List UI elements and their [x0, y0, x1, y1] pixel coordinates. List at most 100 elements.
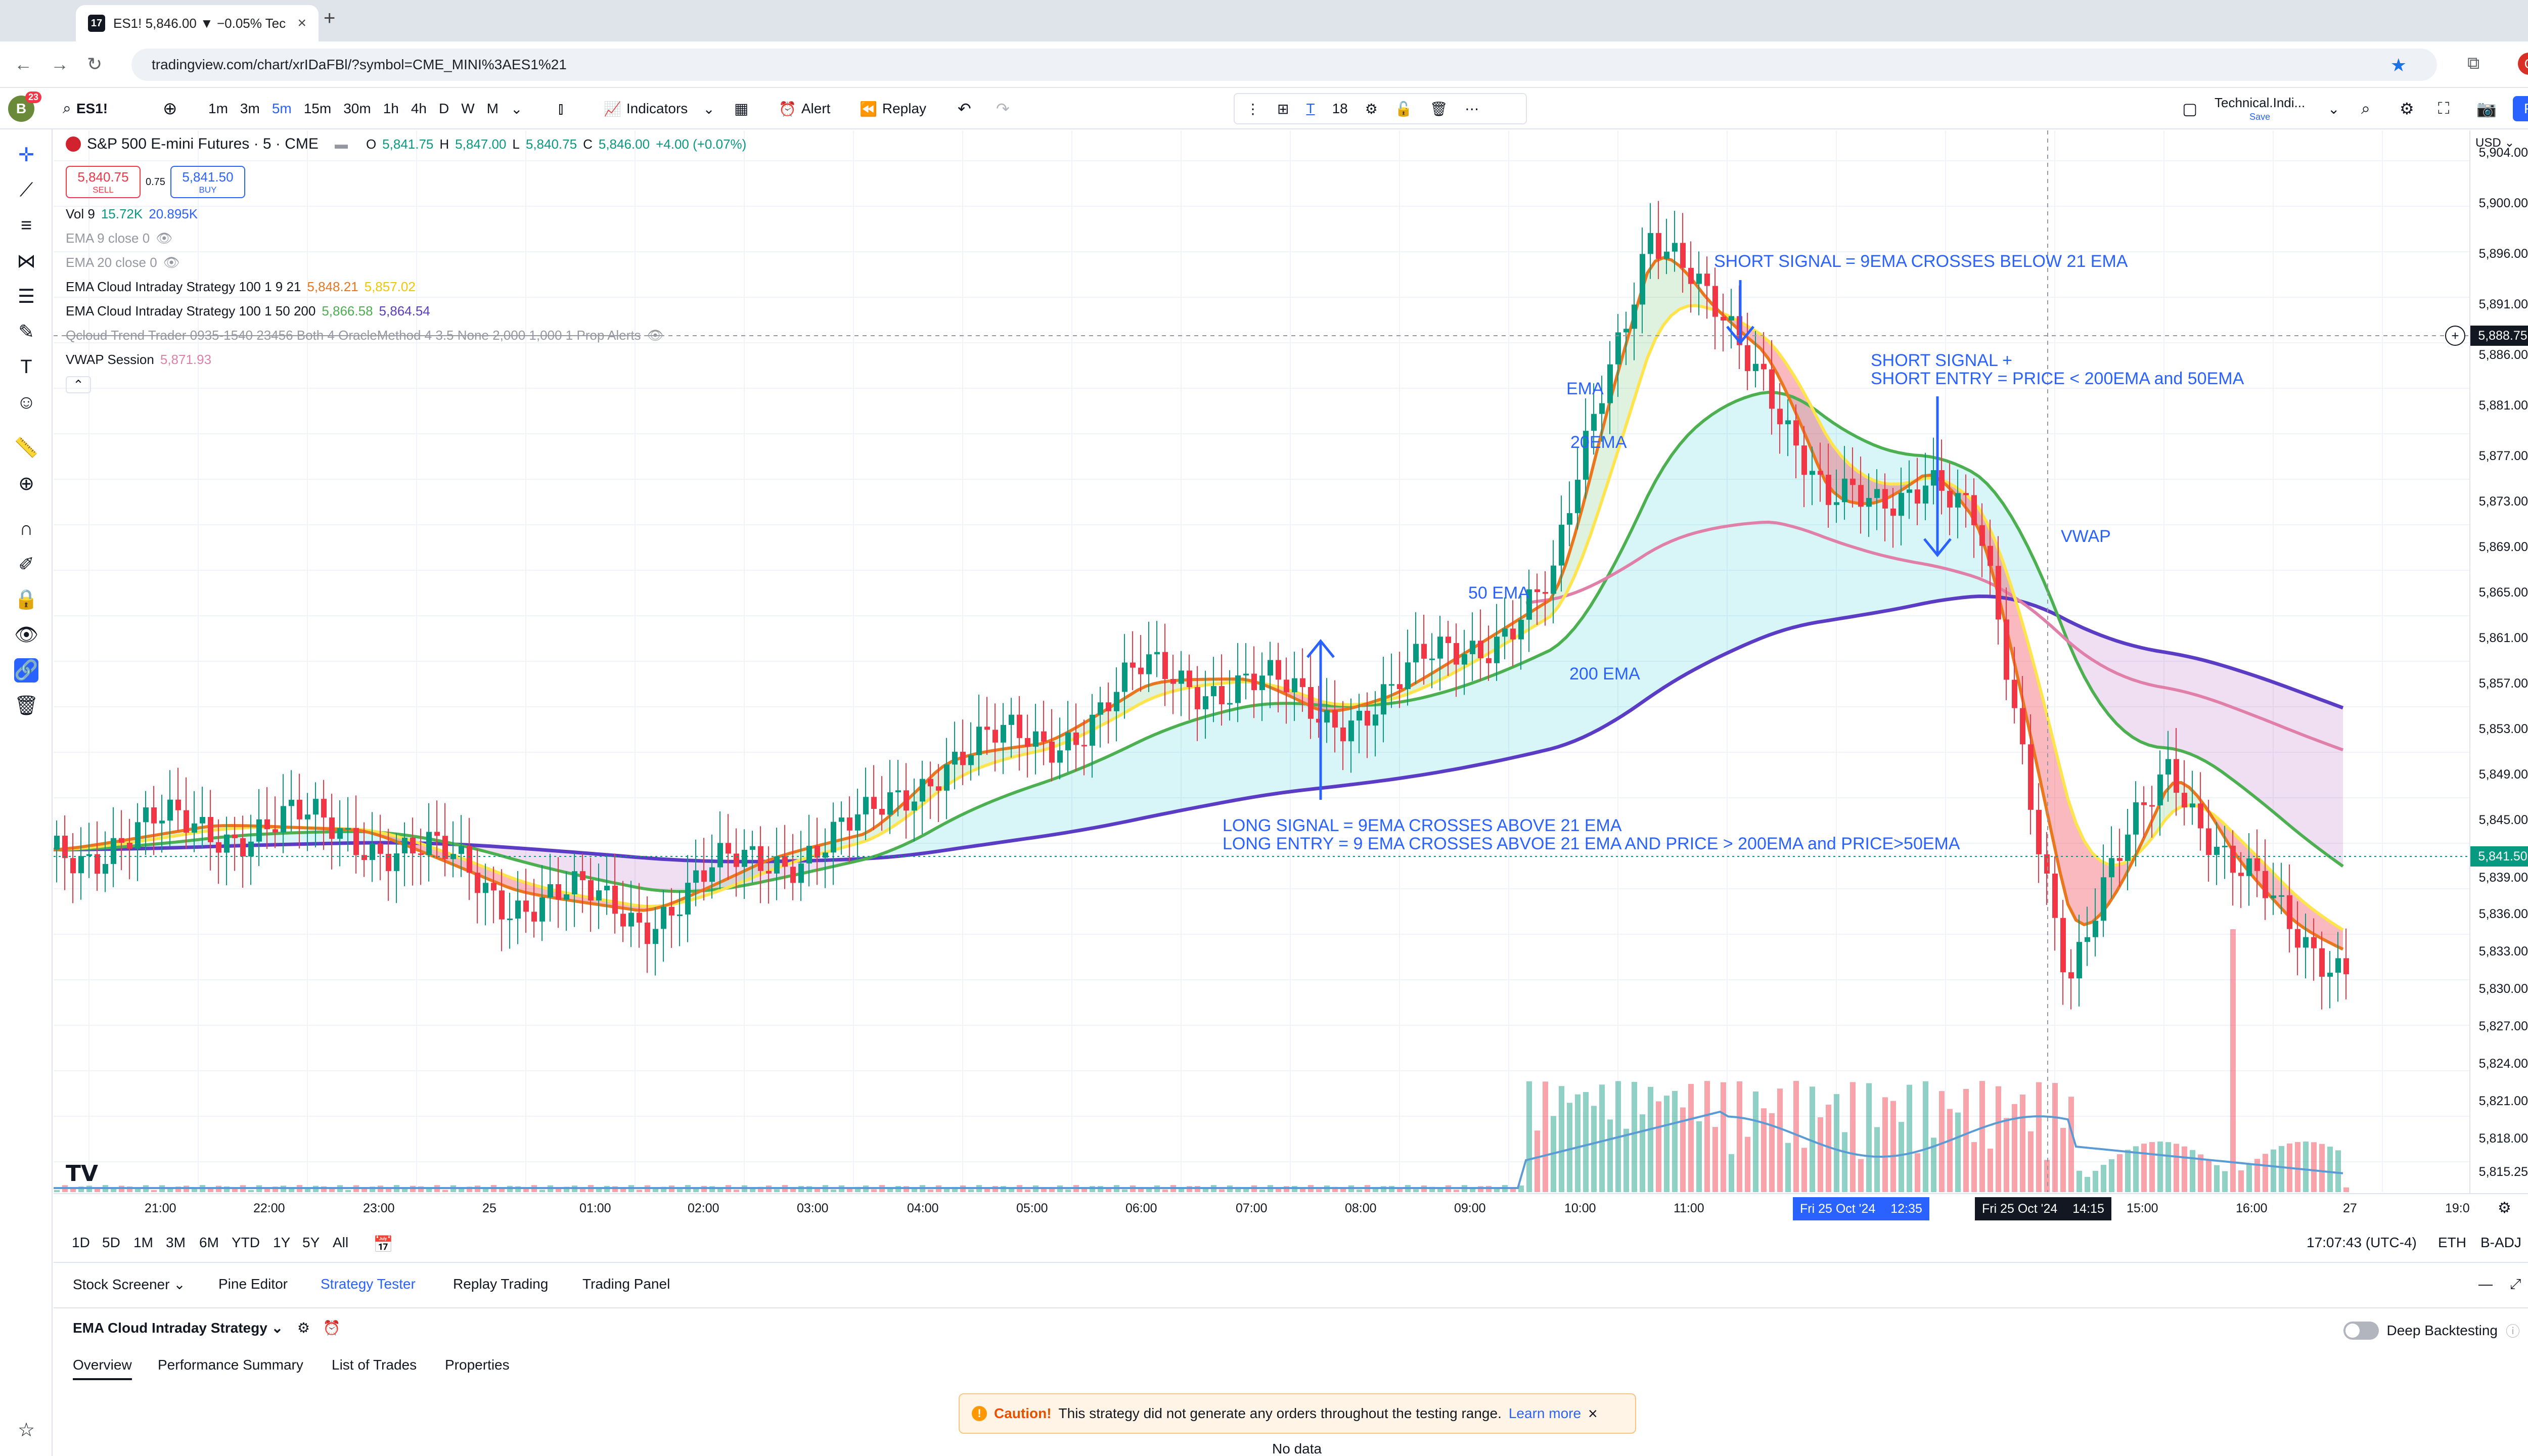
timeframe-15m[interactable]: 15m [303, 101, 332, 116]
chart-type-icon[interactable]: ⫾ [558, 99, 564, 117]
link-icon[interactable]: 🔗 [14, 658, 38, 682]
buy-button[interactable]: 5,841.50 BUY [170, 166, 245, 198]
session-toggle[interactable]: ETH [2438, 1235, 2466, 1250]
eye-icon[interactable]: 👁 [14, 624, 39, 646]
tradingview-logo[interactable]: 𝗧𝗩 [66, 1161, 99, 1186]
range-ytd[interactable]: YTD [232, 1235, 260, 1250]
zoom-in-icon[interactable]: ⊕ [18, 473, 34, 494]
lock-icon[interactable]: 🔒 [14, 589, 38, 610]
crosshair-icon[interactable]: ✛ [18, 144, 34, 166]
indicators-button[interactable]: 📈 Indicators ⌄ [604, 101, 715, 117]
adjustment-toggle[interactable]: B-ADJ [2480, 1235, 2521, 1250]
browser-tab[interactable]: 17 ES1! 5,846.00 ▼ −0.05% Tec × [76, 5, 319, 41]
vwap-label[interactable]: VWAP [2061, 527, 2111, 546]
font-size-value[interactable]: 18 [1332, 101, 1348, 116]
drag-handle-icon[interactable]: ⋮ [1246, 101, 1260, 117]
template-icon[interactable]: ⊞ [1277, 101, 1289, 117]
more-options-icon[interactable]: ⋯ [1465, 101, 1479, 117]
minimize-panel-icon[interactable]: — [2478, 1276, 2493, 1292]
strategy1-legend-row[interactable]: EMA Cloud Intraday Strategy 100 1 9 21 5… [66, 279, 416, 294]
vwap-legend-row[interactable]: VWAP Session 5,871.93 [66, 352, 212, 367]
ema50-label[interactable]: 50 EMA [1468, 583, 1529, 603]
timeframe-1m[interactable]: 1m [208, 101, 228, 116]
timeframe-1h[interactable]: 1h [383, 101, 399, 116]
fib-retracement-icon[interactable]: ≡ [20, 214, 32, 236]
timeframe-dropdown-icon[interactable]: ⌄ [510, 101, 523, 117]
strategy-settings-gear-icon[interactable]: ⚙ [297, 1320, 310, 1336]
learn-more-link[interactable]: Learn more [1508, 1405, 1582, 1421]
timeframe-30m[interactable]: 30m [343, 101, 371, 116]
go-to-date-calendar-icon[interactable]: 📅 [373, 1235, 393, 1253]
range-5d[interactable]: 5D [102, 1235, 120, 1250]
replay-button[interactable]: ⏪ Replay [860, 101, 927, 117]
clock-timezone[interactable]: 17:07:43 (UTC-4) [2307, 1235, 2417, 1250]
ema20-legend-row[interactable]: EMA 20 close 0 👁 [66, 255, 180, 270]
range-1y[interactable]: 1Y [273, 1235, 291, 1250]
tab-properties[interactable]: Properties [445, 1357, 510, 1373]
ruler-icon[interactable]: 📏 [14, 437, 38, 459]
close-icon[interactable]: × [1588, 1404, 1598, 1423]
tab-trading-panel[interactable]: Trading Panel [582, 1276, 670, 1292]
tab-performance-summary[interactable]: Performance Summary [158, 1357, 303, 1373]
strategy-selector[interactable]: EMA Cloud Intraday Strategy ⌄ ⚙ ⏰ [73, 1320, 341, 1336]
ema9-legend-row[interactable]: EMA 9 close 0 👁 [66, 231, 173, 246]
sell-button[interactable]: 5,840.75 SELL [66, 166, 141, 198]
help-icon[interactable]: ⓘ [2505, 1324, 2520, 1339]
timeframe-5m[interactable]: 5m [272, 101, 292, 116]
text-color-icon[interactable]: T [1306, 101, 1315, 116]
stay-in-drawing-icon[interactable]: ✐ [18, 554, 34, 575]
browser-profile-avatar[interactable]: C [2518, 53, 2528, 75]
collapse-icon[interactable]: ▬ [334, 136, 348, 152]
publish-button[interactable]: Publish [2513, 96, 2528, 121]
time-axis[interactable]: 21:00 22:00 23:00 25 01:00 02:00 03:00 04:00 05:… [54, 1193, 2528, 1223]
timeframe-d[interactable]: D [438, 101, 449, 116]
maximize-panel-icon[interactable]: ⤢ [2510, 1276, 2521, 1292]
pattern-icon[interactable]: ⋈ [17, 250, 36, 272]
short-signal-annotation[interactable]: SHORT SIGNAL = 9EMA CROSSES BELOW 21 EMA [1714, 252, 2128, 271]
layout-dropdown-icon[interactable]: ⌄ [2328, 101, 2340, 117]
range-1m[interactable]: 1M [133, 1235, 153, 1250]
range-all[interactable]: All [333, 1235, 349, 1250]
short-entry-annotation-line1[interactable]: SHORT SIGNAL + [1871, 351, 2012, 370]
emoji-icon[interactable]: ☺ [16, 391, 36, 413]
tab-stock-screener[interactable]: Stock Screener ⌄ [73, 1277, 186, 1292]
currency-selector[interactable]: USD ⌄ [2475, 136, 2515, 150]
strategy-alert-icon[interactable]: ⏰ [323, 1320, 341, 1336]
timeframe-4h[interactable]: 4h [411, 101, 427, 116]
lock-icon[interactable]: 🔓 [1394, 101, 1413, 117]
tab-overview[interactable]: Overview [73, 1357, 132, 1380]
quick-search-icon[interactable]: ⌕ [2361, 99, 2370, 117]
compare-symbol-icon[interactable]: ⊕ [163, 99, 177, 118]
price-scale[interactable]: USD ⌄ 5,904.00 5,900.00 5,896.00 5,891.00 5,… [2469, 130, 2528, 1215]
user-avatar[interactable]: B 23 [8, 88, 41, 129]
strategy2-legend-row[interactable]: EMA Cloud Intraday Strategy 100 1 50 200… [66, 303, 430, 318]
chart-canvas[interactable] [54, 130, 2469, 1215]
trend-line-icon[interactable]: ⟋ [19, 179, 33, 201]
add-alert-plus-icon[interactable]: + [2445, 326, 2465, 346]
tab-strategy-tester[interactable]: Strategy Tester [321, 1276, 416, 1292]
bookmark-star-icon[interactable]: ★ [2390, 55, 2407, 75]
forecasting-icon[interactable]: ☰ [17, 286, 35, 307]
settings-gear-icon[interactable]: ⚙ [2400, 100, 2414, 118]
collapse-legend-chevron-icon[interactable]: ⌃ [66, 376, 91, 393]
axis-settings-gear-icon[interactable]: ⚙ [2498, 1200, 2511, 1216]
fullscreen-icon[interactable]: ⛶ [2438, 99, 2450, 117]
text-tool-icon[interactable]: T [20, 356, 32, 378]
symbol-search[interactable]: ⌕ ES1! [63, 88, 108, 129]
alert-button[interactable]: ⏰ Alert [779, 101, 831, 117]
range-6m[interactable]: 6M [199, 1235, 219, 1250]
qcloud-legend-row[interactable]: Qcloud Trend Trader 0935-1540 23456 Both… [66, 328, 664, 343]
favorites-star-icon[interactable]: ☆ [17, 1419, 35, 1441]
forward-icon[interactable]: → [51, 54, 69, 74]
back-icon[interactable]: ← [14, 54, 32, 74]
redo-icon[interactable]: ↷ [996, 100, 1010, 118]
hidden-eye-icon[interactable]: 👁 [156, 231, 173, 246]
range-3m[interactable]: 3M [166, 1235, 186, 1250]
ema9-label[interactable]: EMA [1566, 379, 1604, 398]
short-entry-annotation-line2[interactable]: SHORT ENTRY = PRICE < 200EMA and 50EMA [1871, 369, 2244, 388]
magnet-icon[interactable]: ∩ [19, 518, 33, 539]
deep-backtesting-toggle[interactable] [2343, 1322, 2379, 1340]
ema20-label[interactable]: 20EMA [1570, 433, 1627, 452]
layout-name-button[interactable]: Technical.Indi... Save [2215, 95, 2306, 122]
long-entry-annotation[interactable]: LONG ENTRY = 9 EMA CROSSES ABVOE 21 EMA … [1223, 834, 1960, 853]
